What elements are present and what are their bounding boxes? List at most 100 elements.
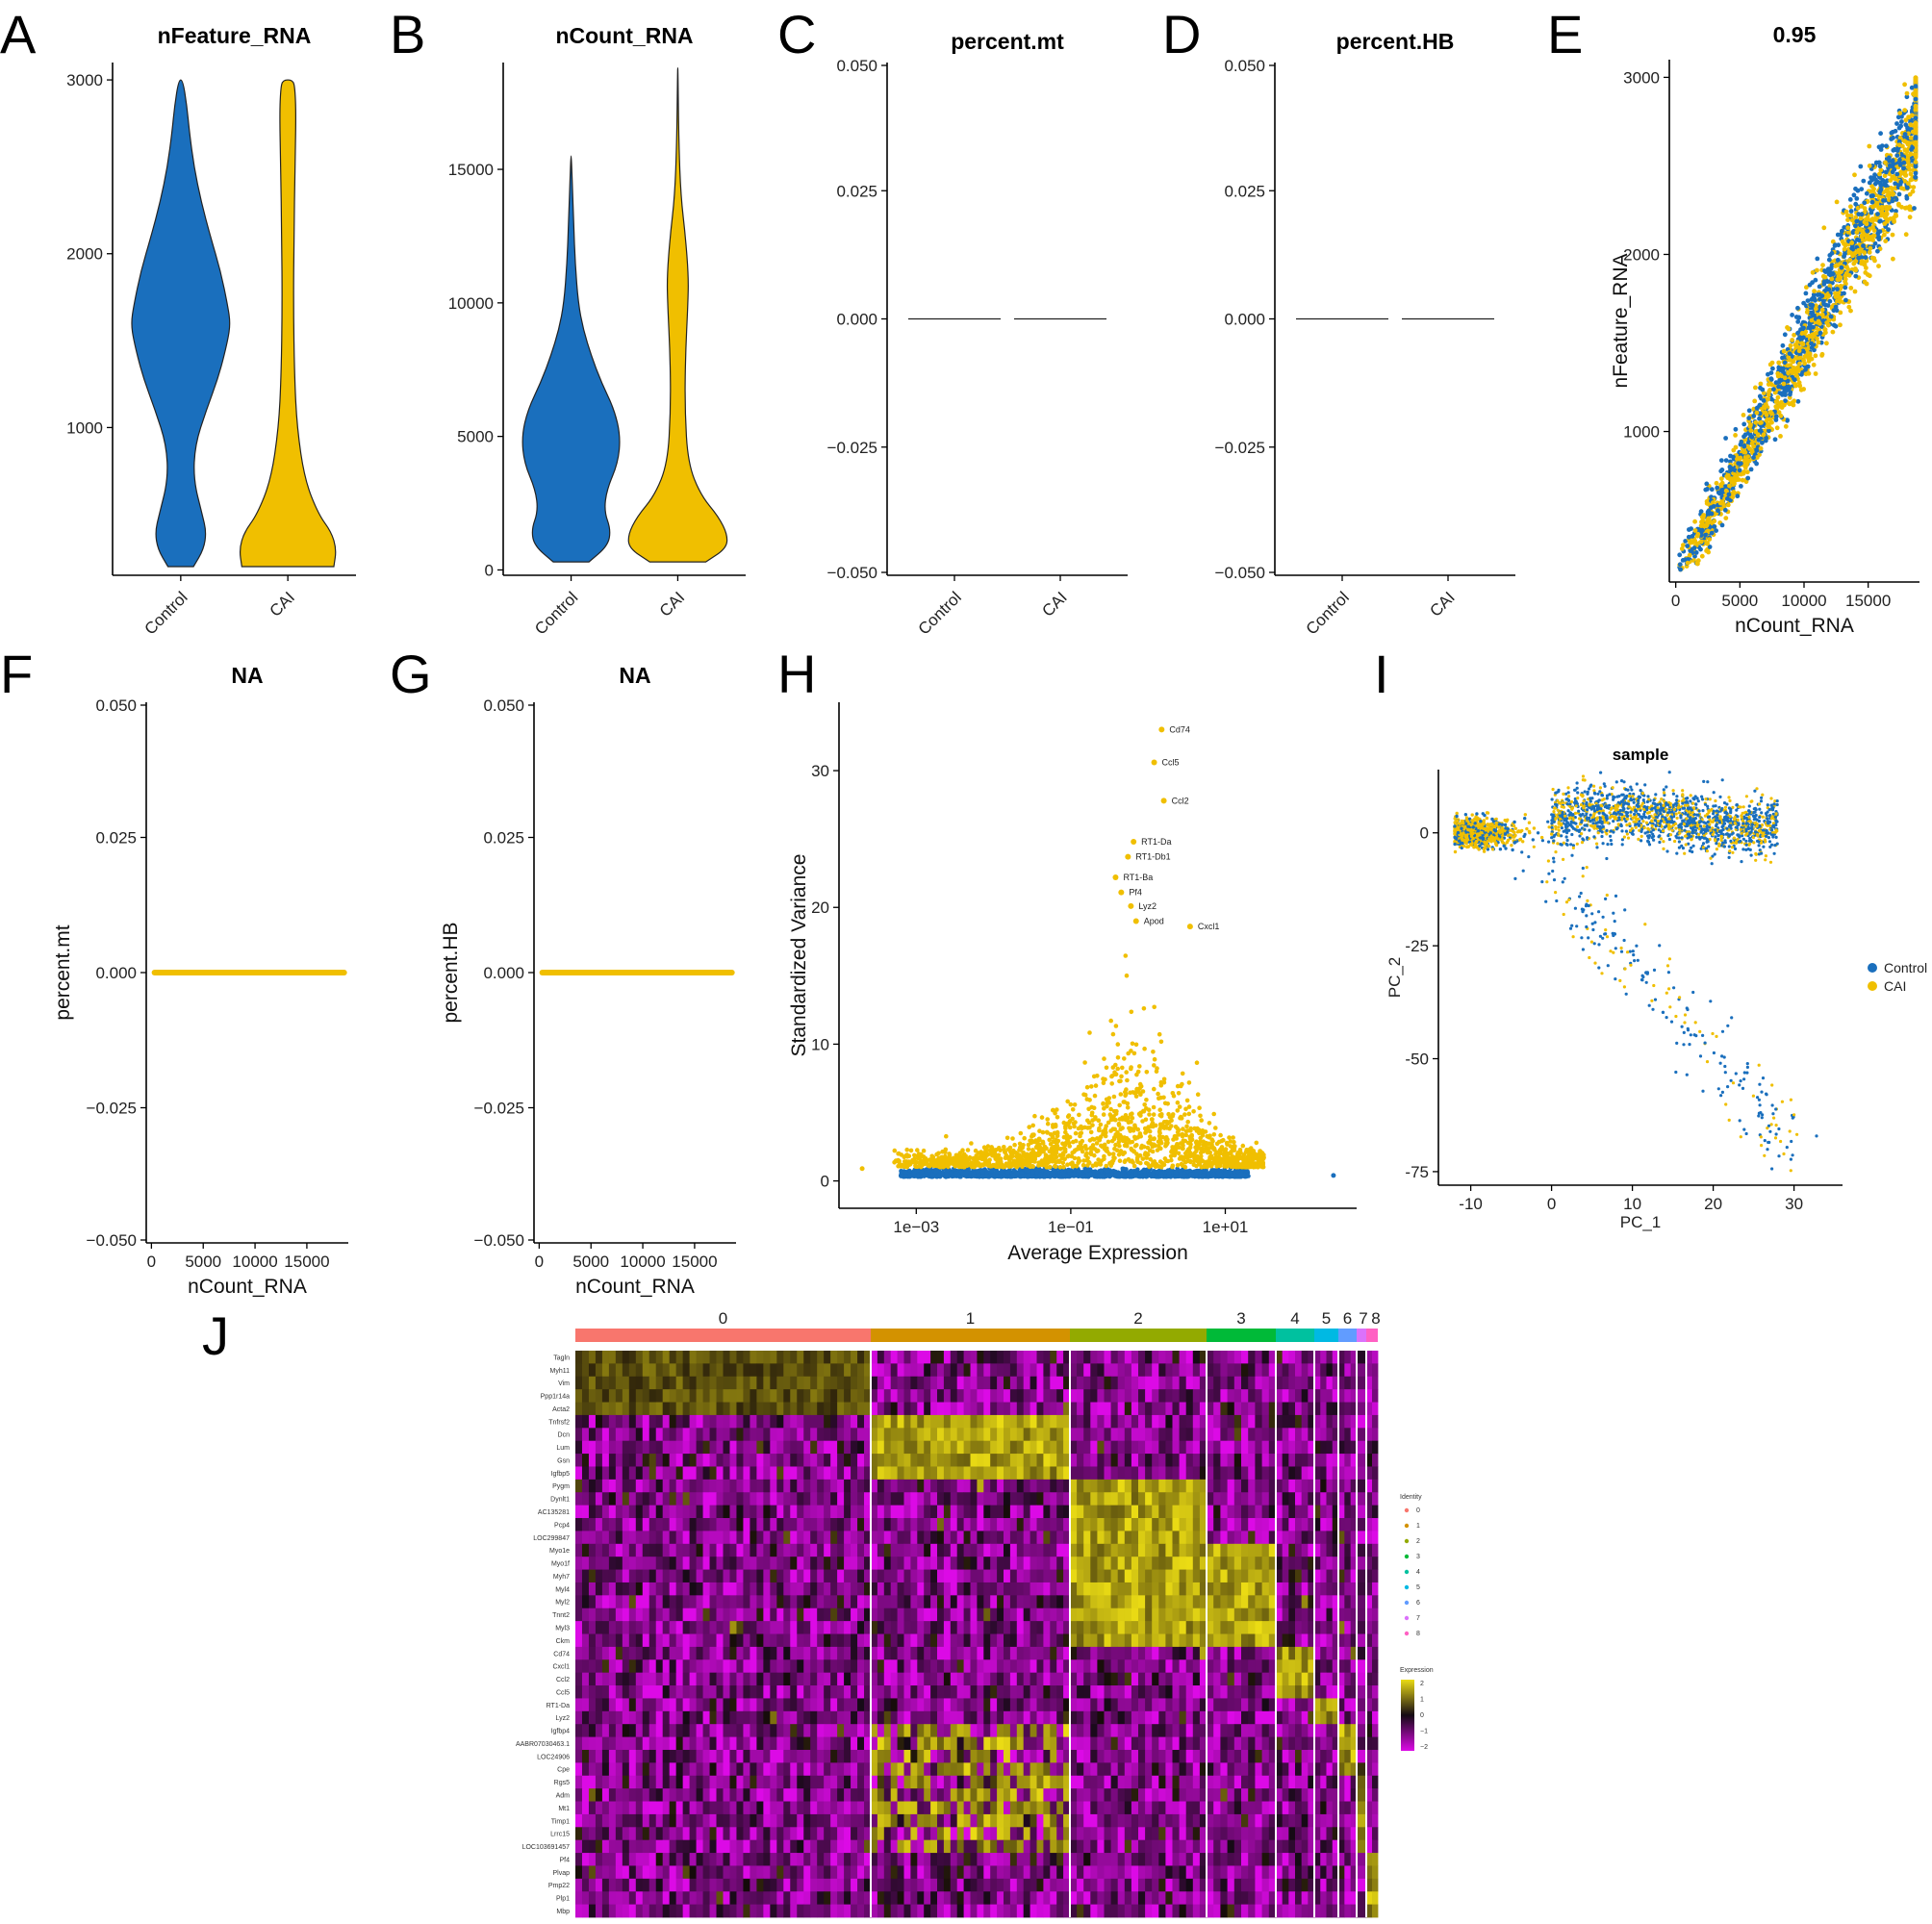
scatter-point [1234, 1152, 1240, 1157]
scatter-point [1799, 371, 1804, 377]
scatter-point [1826, 257, 1832, 263]
scatter-point [1717, 500, 1723, 506]
scatter-point [1072, 1172, 1077, 1177]
scatter-point [1854, 196, 1860, 201]
scatter-point [1186, 1080, 1192, 1085]
scatter-point [1812, 295, 1817, 301]
scatter-point [1868, 217, 1874, 223]
scatter-point [1170, 1164, 1175, 1170]
scatter-point [1105, 1168, 1110, 1174]
scatter-point [1833, 242, 1838, 247]
scatter-point [1848, 204, 1853, 210]
scatter-point [1104, 1065, 1109, 1071]
scatter-point [944, 1133, 949, 1139]
scatter-point [1101, 1112, 1106, 1117]
scatter-point [1763, 410, 1768, 416]
scatter-point [1695, 561, 1700, 567]
scatter-point [1795, 319, 1801, 324]
scatter-point [1848, 250, 1853, 256]
scatter-point [1770, 366, 1775, 371]
scatter-point [1748, 467, 1754, 472]
scatter-point [1836, 273, 1842, 279]
scatter-point [1030, 1174, 1035, 1178]
scatter-point [1117, 1143, 1122, 1149]
scatter-point [1811, 324, 1816, 330]
scatter-point [1769, 411, 1774, 417]
scatter-point [1776, 366, 1782, 370]
scatter-point [1678, 567, 1683, 572]
scatter-point [1778, 434, 1783, 439]
scatter-point [1747, 423, 1753, 429]
scatter-point [1795, 330, 1800, 336]
scatter-point [1853, 267, 1859, 273]
scatter-point [1875, 248, 1880, 254]
scatter-point [1082, 1060, 1087, 1065]
scatter-point [1254, 1140, 1259, 1146]
scatter-point [1134, 1072, 1139, 1077]
scatter-point [1820, 273, 1826, 279]
scatter-point [1856, 238, 1862, 243]
scatter-point [1749, 441, 1755, 446]
scatter-point [1773, 399, 1779, 404]
scatter-point [1164, 1135, 1169, 1140]
scatter-point [1073, 1138, 1079, 1144]
scatter-point [1818, 330, 1823, 336]
scatter-point [1903, 232, 1909, 238]
scatter-point [1783, 423, 1789, 429]
scatter-point [1887, 155, 1892, 161]
scatter-point [1098, 1122, 1104, 1127]
scatter-point [1865, 232, 1869, 238]
scatter-point [947, 1152, 952, 1156]
scatter-point [1133, 1171, 1138, 1177]
scatter-point [1172, 1174, 1178, 1179]
scatter-point [1802, 354, 1808, 359]
scatter-point [1073, 1120, 1078, 1125]
scatter-point [969, 1141, 974, 1146]
scatter-point [1746, 416, 1752, 420]
scatter-point [1890, 158, 1895, 164]
scatter-point [1725, 502, 1731, 508]
scatter-point [1087, 1030, 1092, 1035]
scatter-point [1705, 487, 1710, 492]
scatter-point [1826, 287, 1832, 292]
scatter-point [1905, 125, 1910, 131]
scatter-point [1863, 255, 1868, 260]
scatter-point [1746, 408, 1752, 414]
scatter-point [1072, 1124, 1077, 1129]
scatter-point [1796, 315, 1802, 320]
scatter-point [903, 1174, 908, 1178]
scatter-point [1809, 317, 1815, 323]
scatter-point [1834, 199, 1840, 205]
scatter-point [1849, 245, 1855, 251]
scatter-point [1853, 186, 1858, 191]
scatter-point [1725, 496, 1730, 501]
scatter-point [1704, 541, 1710, 546]
scatter-point [1877, 218, 1883, 224]
scatter-point [1145, 1145, 1151, 1151]
scatter-point [1733, 433, 1738, 438]
scatter-point [1685, 560, 1690, 566]
scatter-point [1893, 128, 1898, 134]
scatter-point [1860, 228, 1866, 234]
scatter-point [1094, 1141, 1100, 1146]
scatter-point [1856, 255, 1862, 261]
scatter-point [1744, 469, 1750, 475]
scatter-point [1859, 187, 1865, 192]
scatter-point [1240, 1143, 1246, 1149]
scatter-point [1910, 189, 1916, 194]
scatter-point [1781, 366, 1786, 371]
scatter-point [1758, 381, 1764, 387]
scatter-point [1810, 302, 1816, 308]
scatter-point [1057, 1165, 1063, 1170]
scatter-point [1901, 165, 1906, 171]
scatter-point [1144, 1098, 1149, 1102]
scatter-point [1154, 1069, 1159, 1074]
scatter-point [1771, 387, 1776, 392]
scatter-point [1816, 318, 1821, 324]
scatter-point [1758, 385, 1763, 391]
scatter-point [1898, 179, 1904, 185]
scatter-point [1913, 115, 1919, 120]
scatter-point [1913, 164, 1919, 169]
scatter-point [1787, 385, 1792, 391]
scatter-point [1126, 1137, 1131, 1143]
